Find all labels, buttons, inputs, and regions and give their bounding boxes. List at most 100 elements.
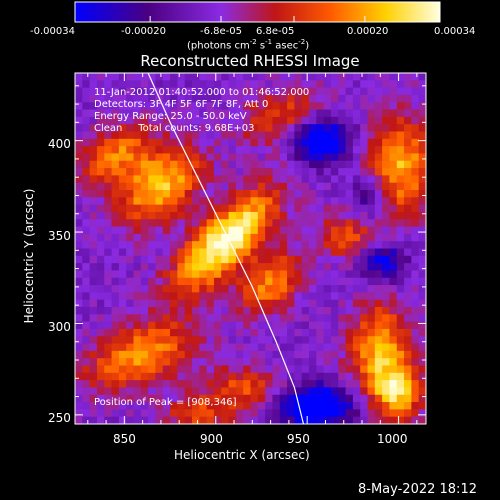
heatmap-cell <box>396 153 405 162</box>
heatmap-cell <box>192 73 200 81</box>
heatmap-cell <box>177 372 186 381</box>
heatmap-cell <box>330 109 339 118</box>
heatmap-cell <box>170 190 178 198</box>
heatmap-cell <box>75 365 83 374</box>
heatmap-cell <box>309 109 317 118</box>
heatmap-cell <box>330 255 339 264</box>
heatmap-cell <box>330 153 339 162</box>
heatmap-cell <box>382 365 390 374</box>
heatmap-cell <box>235 394 244 403</box>
heatmap-cell <box>411 80 420 89</box>
heatmap-cell <box>213 87 222 96</box>
heatmap-cell <box>192 138 200 147</box>
heatmap-cell <box>330 358 339 366</box>
heatmap-cell <box>133 358 142 366</box>
heatmap-cell <box>360 153 368 162</box>
heatmap-cell <box>96 285 105 293</box>
heatmap-cell <box>228 263 237 271</box>
heatmap-cell <box>228 372 237 381</box>
heatmap-cell <box>192 336 200 344</box>
heatmap-cell <box>213 292 222 301</box>
timestamp: 8-May-2022 18:12 <box>358 482 477 497</box>
heatmap-cell <box>265 73 273 81</box>
heatmap-cell <box>345 336 354 344</box>
heatmap-cell <box>309 197 317 206</box>
heatmap-cell <box>140 248 149 257</box>
heatmap-cell <box>126 94 134 103</box>
heatmap-cell <box>170 168 178 176</box>
heatmap-cell <box>82 263 91 271</box>
heatmap-cell <box>162 131 171 140</box>
heatmap-cell <box>199 358 208 366</box>
heatmap-cell <box>389 109 398 118</box>
heatmap-cell <box>250 292 259 301</box>
heatmap-cell <box>279 73 288 81</box>
heatmap-cell <box>89 343 98 352</box>
heatmap-cell <box>352 336 361 344</box>
heatmap-cell <box>382 292 390 301</box>
heatmap-cell <box>279 321 288 330</box>
heatmap-cell <box>352 263 361 271</box>
heatmap-cell <box>89 204 98 213</box>
heatmap-cell <box>382 241 390 249</box>
heatmap-cell <box>330 182 339 191</box>
heatmap-cell <box>418 138 426 147</box>
heatmap-cell <box>133 307 142 315</box>
heatmap-cell <box>170 358 178 366</box>
heatmap-cell <box>367 197 376 206</box>
heatmap-cell <box>133 197 142 206</box>
heatmap-cell <box>287 285 295 293</box>
heatmap-cell <box>411 255 420 264</box>
heatmap-cell <box>199 387 208 396</box>
heatmap-cell <box>323 380 332 388</box>
heatmap-cell <box>206 372 215 381</box>
heatmap-cell <box>155 102 164 110</box>
heatmap-cell <box>111 211 120 220</box>
heatmap-cell <box>294 211 303 220</box>
heatmap-cell <box>206 343 215 352</box>
heatmap-cell <box>111 233 120 242</box>
heatmap-cell <box>294 182 303 191</box>
heatmap-cell <box>162 102 171 110</box>
heatmap-cell <box>316 372 325 381</box>
heatmap-cell <box>221 116 229 125</box>
heatmap-cell <box>126 80 134 89</box>
heatmap-cell <box>118 292 127 301</box>
heatmap-cell <box>155 380 164 388</box>
heatmap-cell <box>192 211 200 220</box>
heatmap-cell <box>396 299 405 308</box>
heatmap-cell <box>272 233 281 242</box>
heatmap-cell <box>367 87 376 96</box>
heatmap-cell <box>104 358 112 366</box>
heatmap-cell <box>367 314 376 323</box>
heatmap-cell <box>140 263 149 271</box>
heatmap-cell <box>352 153 361 162</box>
heatmap-cell <box>382 138 390 147</box>
heatmap-cell <box>257 94 266 103</box>
heatmap-cell <box>96 270 105 279</box>
heatmap-cell <box>104 409 112 418</box>
heatmap-cell <box>374 233 383 242</box>
heatmap-cell <box>133 387 142 396</box>
heatmap-cell <box>418 248 426 257</box>
heatmap-cell <box>345 285 354 293</box>
heatmap-cell <box>404 211 412 220</box>
heatmap-cell <box>367 358 376 366</box>
heatmap-cell <box>89 190 98 198</box>
heatmap-cell <box>155 116 164 125</box>
colorbar-tick-label: 0.00020 <box>347 26 389 37</box>
heatmap-cell <box>389 350 398 359</box>
heatmap-cell <box>330 328 339 337</box>
heatmap-cell <box>250 307 259 315</box>
heatmap-cell <box>279 343 288 352</box>
heatmap-cell <box>133 124 142 132</box>
heatmap-cell <box>396 263 405 271</box>
heatmap-cell <box>382 336 390 344</box>
heatmap-cell <box>279 204 288 213</box>
heatmap-cell <box>243 124 251 132</box>
heatmap-cell <box>345 153 354 162</box>
heatmap-cell <box>294 365 303 374</box>
heatmap-cell <box>301 102 310 110</box>
heatmap-cell <box>162 160 171 169</box>
heatmap-cell <box>111 131 120 140</box>
